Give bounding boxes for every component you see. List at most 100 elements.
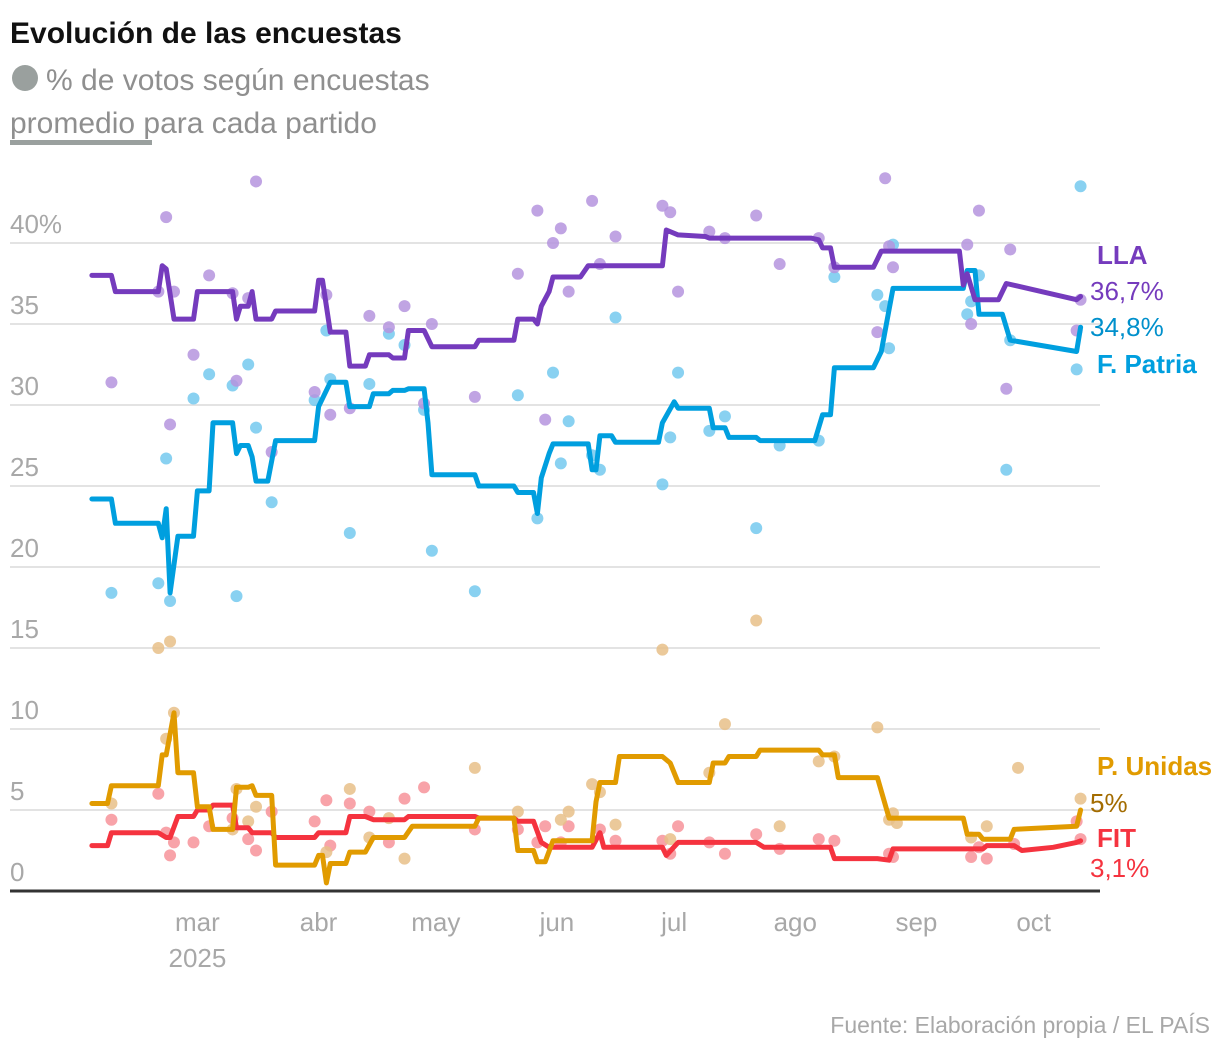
x-tick-label: jul xyxy=(660,907,687,937)
series-value-fpatria: 34,8% xyxy=(1090,312,1164,342)
poll-dot-f-patria xyxy=(547,366,560,379)
y-tick-label: 15 xyxy=(10,614,39,644)
x-tick-label: jun xyxy=(539,907,575,937)
y-axis-ticks: 40% 35 30 25 20 15 10 5 0 xyxy=(10,209,62,887)
y-tick-label: 25 xyxy=(10,452,39,482)
poll-dot-p-unidas xyxy=(250,800,263,813)
poll-dot-lla xyxy=(425,318,438,330)
poll-dot-p-unidas xyxy=(980,820,993,833)
poll-dot-fit xyxy=(750,828,763,841)
poll-dot-p-unidas xyxy=(398,852,411,865)
poll-dot-f-patria xyxy=(664,431,677,444)
series-value-lla: 36,7% xyxy=(1090,276,1164,306)
poll-dot-p-unidas xyxy=(656,643,669,656)
poll-dot-fit xyxy=(398,792,411,805)
poll-dot-fit xyxy=(593,823,606,836)
poll-dot-p-unidas xyxy=(511,805,524,818)
poll-dot-f-patria xyxy=(656,478,669,491)
poll-dot-lla xyxy=(382,321,395,334)
y-tick-label: 35 xyxy=(10,290,39,320)
poll-dot-fit xyxy=(812,833,825,846)
poll-dot-lla xyxy=(1004,243,1017,256)
poll-dot-lla xyxy=(773,258,786,271)
poll-dot-f-patria xyxy=(871,288,884,301)
poll-dot-f-patria xyxy=(343,526,356,539)
poll-dot-fit xyxy=(187,836,200,849)
source-note: Fuente: Elaboración propia / EL PAÍS xyxy=(830,1012,1210,1038)
series-label-lla: LLA xyxy=(1097,240,1148,270)
poll-dot-f-patria xyxy=(511,389,524,402)
poll-dot-fit xyxy=(320,794,333,807)
average-line-p-unidas xyxy=(89,710,1084,886)
poll-dot-f-patria xyxy=(1070,363,1083,376)
legend-line-rest: para cada partido xyxy=(135,107,377,140)
poll-dot-fit xyxy=(418,781,431,794)
poll-dot-lla xyxy=(609,230,622,243)
poll-dot-lla xyxy=(187,348,200,361)
poll-dots xyxy=(105,172,1087,865)
poll-dot-f-patria xyxy=(1000,463,1013,476)
poll-dot-f-patria xyxy=(828,271,841,284)
average-line-lla xyxy=(89,227,1084,369)
poll-dot-p-unidas xyxy=(664,833,677,846)
poll-dot-lla xyxy=(871,326,884,339)
poll-dot-lla xyxy=(1000,382,1013,395)
poll-dot-lla xyxy=(164,418,177,431)
poll-dot-lla xyxy=(531,204,544,217)
poll-dot-f-patria xyxy=(203,368,216,381)
poll-dot-p-unidas xyxy=(609,818,622,831)
poll-dot-fit xyxy=(343,797,356,810)
poll-dot-lla xyxy=(965,318,978,330)
legend-line-swatch xyxy=(10,140,152,145)
poll-dot-p-unidas xyxy=(554,813,567,826)
poll-dot-lla xyxy=(105,376,118,389)
poll-dot-p-unidas xyxy=(164,635,177,648)
legend-line-word: promedio xyxy=(10,107,135,140)
legend-dots-text: % de votos según encuestas xyxy=(46,64,430,97)
poll-dot-f-patria xyxy=(105,586,118,599)
poll-dot-f-patria xyxy=(883,342,896,355)
poll-dot-lla xyxy=(961,238,974,251)
chart-title: Evolución de las encuestas xyxy=(10,17,402,50)
poll-dot-fit xyxy=(152,787,165,800)
poll-dot-f-patria xyxy=(160,452,173,465)
poll-dot-lla xyxy=(250,175,263,188)
poll-dot-fit xyxy=(828,834,841,847)
poll-dot-fit xyxy=(539,820,552,833)
poll-dot-p-unidas xyxy=(773,820,786,833)
poll-dot-lla xyxy=(750,209,763,222)
poll-dot-f-patria xyxy=(609,311,622,324)
poll-dot-p-unidas xyxy=(562,805,575,818)
poll-dot-f-patria xyxy=(187,392,200,405)
poll-dot-f-patria xyxy=(250,421,263,434)
gridlines xyxy=(10,242,1100,811)
poll-dot-lla xyxy=(230,374,243,387)
poll-dot-f-patria xyxy=(230,590,243,603)
poll-dot-lla xyxy=(511,267,524,280)
poll-dot-lla xyxy=(324,408,337,421)
series-label-fit: FIT xyxy=(1097,823,1136,853)
poll-dot-fit xyxy=(672,820,685,833)
poll-dot-fit xyxy=(164,849,177,862)
legend-line-text: promedio para cada partido xyxy=(10,107,377,140)
poll-dot-f-patria xyxy=(242,358,255,371)
poll-dot-f-patria xyxy=(265,496,278,509)
poll-dot-f-patria xyxy=(554,457,567,470)
y-tick-label: 20 xyxy=(10,533,39,563)
poll-dot-p-unidas xyxy=(152,642,165,654)
poll-dot-f-patria xyxy=(363,377,376,390)
poll-dot-lla xyxy=(972,204,985,217)
poll-dot-fit xyxy=(308,815,321,828)
poll-dot-lla xyxy=(886,261,899,274)
x-tick-label: sep xyxy=(895,907,937,937)
poll-dot-lla xyxy=(468,390,481,403)
poll-dot-f-patria xyxy=(718,410,731,423)
poll-dot-lla xyxy=(586,194,599,207)
poll-dot-fit xyxy=(718,847,731,860)
poll-dot-lla xyxy=(398,300,411,313)
poll-dot-p-unidas xyxy=(750,614,763,627)
poll-dot-lla xyxy=(547,237,560,249)
poll-dot-f-patria xyxy=(152,577,165,590)
poll-dot-p-unidas xyxy=(871,721,884,734)
